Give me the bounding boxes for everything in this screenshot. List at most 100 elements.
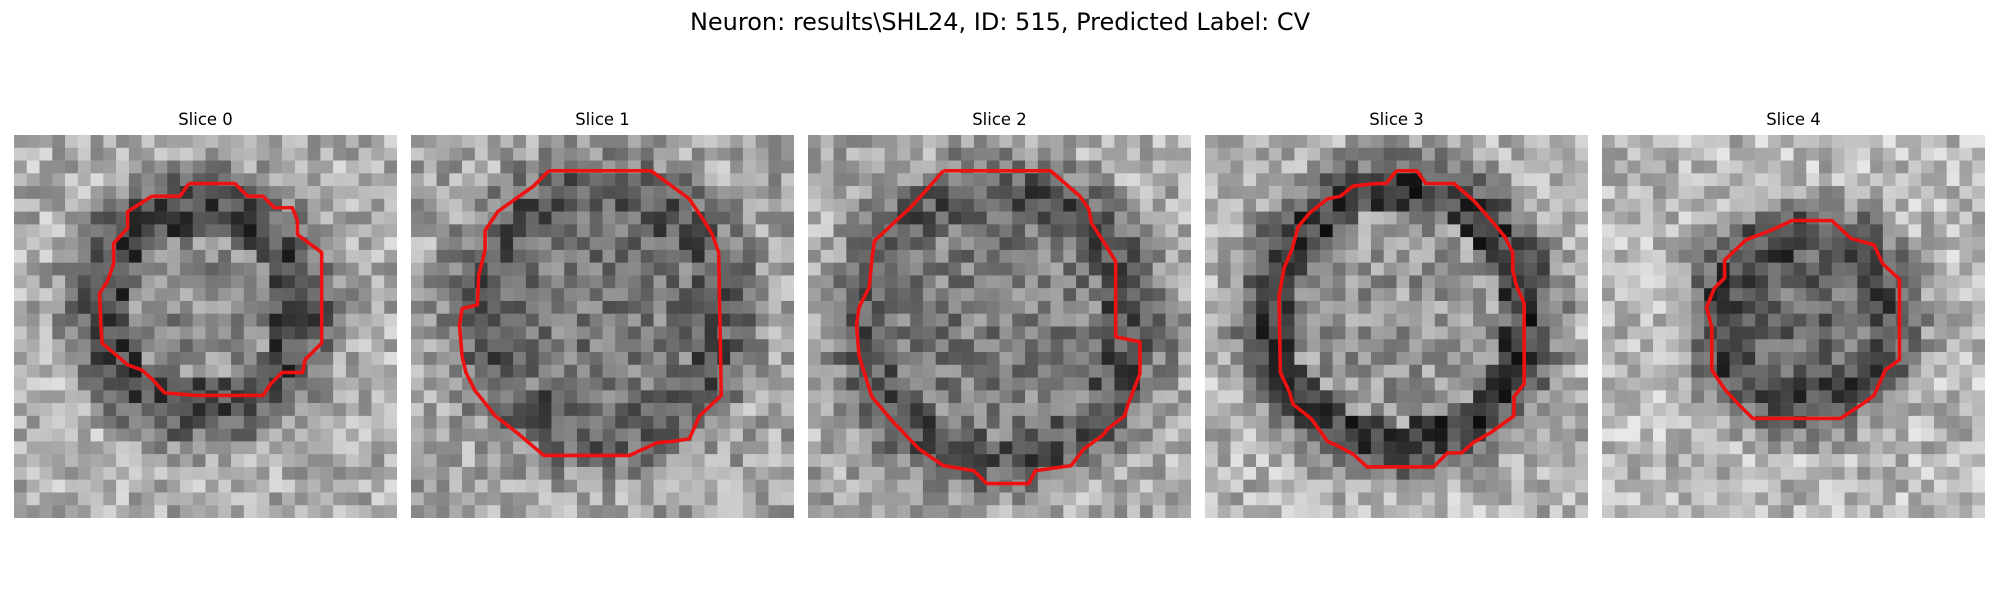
pixel — [1972, 326, 1985, 340]
pixel — [1319, 288, 1333, 302]
pixel — [1076, 479, 1090, 493]
pixel — [551, 415, 565, 429]
pixel — [551, 454, 565, 468]
pixel — [1396, 275, 1410, 289]
pixel — [26, 339, 40, 353]
pixel — [1678, 147, 1692, 161]
pixel — [666, 505, 680, 518]
pixel — [1627, 173, 1641, 187]
pixel — [103, 390, 117, 404]
pixel — [1063, 492, 1077, 506]
pixel — [897, 160, 911, 174]
pixel — [1972, 479, 1985, 493]
pixel — [833, 224, 847, 238]
pixel — [1447, 262, 1461, 276]
pixel — [358, 275, 372, 289]
pixel — [846, 262, 860, 276]
pixel — [820, 454, 834, 468]
pixel — [282, 300, 296, 314]
pixel — [1409, 288, 1423, 302]
pixel — [500, 505, 514, 518]
pixel — [1882, 300, 1896, 314]
pixel — [1178, 135, 1191, 149]
pixel — [26, 403, 40, 417]
pixel — [1281, 313, 1295, 327]
pixel — [1716, 479, 1730, 493]
pixel — [910, 364, 924, 378]
pixel — [602, 249, 616, 263]
pixel — [1307, 364, 1321, 378]
pixel — [1870, 186, 1884, 200]
pixel — [141, 275, 155, 289]
pixel — [1729, 326, 1743, 340]
pixel — [1882, 173, 1896, 187]
pixel — [1127, 403, 1141, 417]
pixel — [1063, 313, 1077, 327]
pixel — [1370, 492, 1384, 506]
pixel — [589, 441, 603, 455]
pixel — [1076, 160, 1090, 174]
pixel — [1152, 390, 1166, 404]
pixel — [65, 364, 79, 378]
pixel — [1870, 326, 1884, 340]
pixel — [640, 352, 654, 366]
pixel — [1755, 441, 1769, 455]
pixel — [1319, 160, 1333, 174]
pixel — [1640, 326, 1654, 340]
pixel — [141, 135, 155, 149]
pixel — [961, 186, 975, 200]
pixel — [755, 275, 769, 289]
pixel — [755, 198, 769, 212]
pixel — [103, 198, 117, 212]
pixel — [1972, 249, 1985, 263]
pixel — [1447, 300, 1461, 314]
pixel — [551, 403, 565, 417]
pixel — [1640, 288, 1654, 302]
pixel — [666, 441, 680, 455]
pixel — [859, 505, 873, 518]
pixel — [1281, 364, 1295, 378]
pixel — [52, 147, 66, 161]
pixel — [846, 173, 860, 187]
pixel — [1281, 224, 1295, 238]
pixel — [307, 441, 321, 455]
pixel — [576, 454, 590, 468]
pixel — [846, 466, 860, 480]
pixel — [474, 313, 488, 327]
pixel — [1422, 135, 1436, 149]
pixel — [358, 300, 372, 314]
pixel — [1370, 441, 1384, 455]
pixel — [1205, 390, 1219, 404]
pixel — [449, 364, 463, 378]
pixel — [1307, 326, 1321, 340]
pixel — [1460, 224, 1474, 238]
pixel — [1857, 415, 1871, 429]
pixel — [1602, 300, 1616, 314]
pixel — [973, 377, 987, 391]
pixel — [231, 364, 245, 378]
pixel — [1653, 454, 1667, 468]
pixel — [1524, 377, 1538, 391]
pixel — [500, 492, 514, 506]
pixel — [90, 249, 104, 263]
pixel — [602, 377, 616, 391]
pixel — [1422, 186, 1436, 200]
pixel — [1447, 415, 1461, 429]
pixel — [462, 249, 476, 263]
pixel — [1844, 492, 1858, 506]
pixel — [320, 275, 334, 289]
pixel — [820, 198, 834, 212]
pixel — [449, 377, 463, 391]
pixel — [1422, 313, 1436, 327]
pixel — [462, 262, 476, 276]
pixel — [358, 313, 372, 327]
pixel — [525, 135, 539, 149]
pixel — [1345, 352, 1359, 366]
pixel — [1536, 352, 1550, 366]
pixel — [1653, 135, 1667, 149]
pixel — [935, 211, 949, 225]
pixel — [1602, 339, 1616, 353]
pixel — [256, 492, 270, 506]
pixel — [154, 160, 168, 174]
pixel — [525, 300, 539, 314]
